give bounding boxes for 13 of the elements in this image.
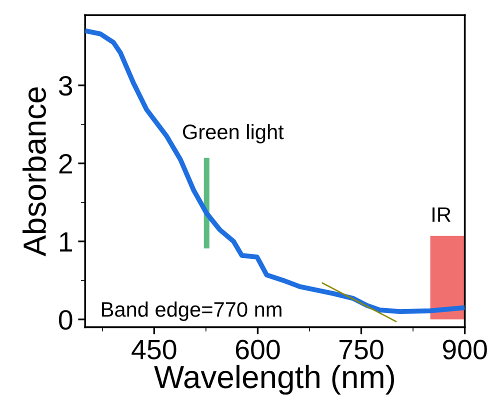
annotation: Green light — [183, 124, 284, 144]
x-tick-label: 450 — [132, 340, 176, 360]
y-tick-label: 2 — [59, 154, 72, 174]
x-axis-title: Wavelength (nm) — [154, 364, 394, 395]
y-axis-title: Absorbance — [22, 87, 46, 256]
y-tick-label: 1 — [60, 232, 72, 252]
y-tick-label: 0 — [58, 310, 72, 330]
y-tick-label: 3 — [58, 76, 72, 96]
annotation: IR — [432, 207, 450, 222]
x-tick-label: 600 — [236, 340, 280, 360]
x-tick-label: 900 — [442, 340, 487, 360]
x-tick-label: 750 — [340, 340, 384, 360]
annotation: Band edge=770 nm — [102, 302, 282, 321]
